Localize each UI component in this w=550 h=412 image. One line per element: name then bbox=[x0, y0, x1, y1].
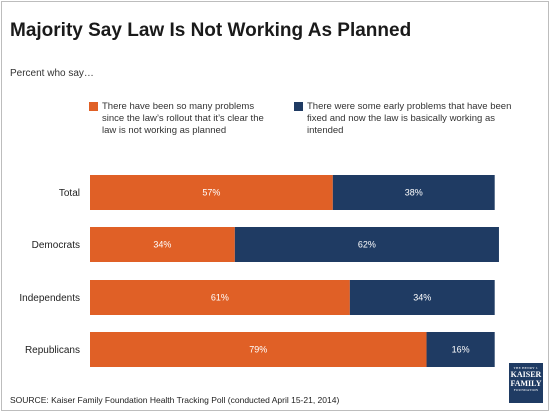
value-label-democrats-series-2: 62% bbox=[358, 240, 376, 250]
chart-title: Majority Say Law Is Not Working As Plann… bbox=[10, 20, 412, 41]
category-label-independents: Independents bbox=[19, 293, 80, 304]
value-label-republicans-series-1: 79% bbox=[249, 345, 267, 355]
value-label-republicans-series-2: 16% bbox=[452, 345, 470, 355]
bar-republicans-series-2 bbox=[426, 332, 495, 367]
category-label-total: Total bbox=[59, 188, 80, 199]
logo-line-1: THE HENRY J. bbox=[513, 366, 539, 370]
bar-independents-series-1 bbox=[90, 280, 350, 315]
kff-logo: THE HENRY J. KAISER FAMILY FOUNDATION bbox=[509, 363, 543, 403]
legend-swatch-blue bbox=[294, 102, 303, 111]
bar-total-series-1 bbox=[90, 175, 333, 210]
logo-line-3: FAMILY bbox=[510, 379, 542, 388]
legend-label-not-working: There have been so many problems since t… bbox=[102, 101, 264, 136]
value-label-independents-series-2: 34% bbox=[413, 293, 431, 303]
bar-independents-series-2 bbox=[349, 280, 495, 315]
bar-democrats-series-1 bbox=[90, 227, 235, 262]
value-label-democrats-series-1: 34% bbox=[153, 240, 171, 250]
source-note: SOURCE: Kaiser Family Foundation Health … bbox=[10, 395, 340, 405]
value-label-total-series-1: 57% bbox=[202, 188, 220, 198]
legend-label-working: There were some early problems that have… bbox=[307, 101, 512, 136]
logo-line-4: FOUNDATION bbox=[513, 388, 539, 392]
category-label-democrats: Democrats bbox=[32, 240, 80, 251]
legend-swatch-orange bbox=[89, 102, 98, 111]
bar-republicans-series-1 bbox=[90, 332, 427, 367]
chart-subtitle: Percent who say… bbox=[10, 68, 94, 79]
value-label-total-series-2: 38% bbox=[405, 188, 423, 198]
logo-line-2: KAISER bbox=[510, 370, 542, 379]
bar-total-series-2 bbox=[332, 175, 495, 210]
bar-democrats-series-2 bbox=[234, 227, 499, 262]
value-label-independents-series-1: 61% bbox=[211, 293, 229, 303]
category-label-republicans: Republicans bbox=[25, 345, 80, 356]
